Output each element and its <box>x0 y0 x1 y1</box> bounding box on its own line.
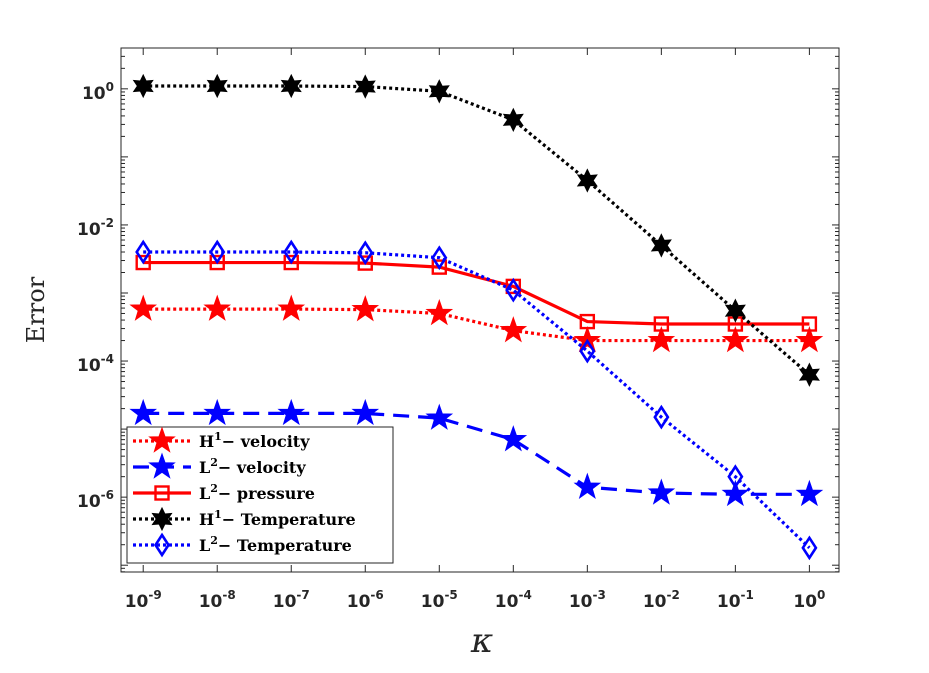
series-4-line <box>143 84 811 376</box>
series-2-point-6 <box>573 472 602 499</box>
x-tick-label-2: 10-7 <box>273 588 310 612</box>
series-4-point-8 <box>724 298 746 323</box>
series-2 <box>129 398 824 507</box>
y-tick-label-2: 10-4 <box>77 352 114 376</box>
series-5 <box>135 239 818 561</box>
legend-marker-1 <box>148 426 176 453</box>
legend-marker-5 <box>153 532 171 558</box>
series-3-point-9 <box>801 316 818 332</box>
series-5-point-5 <box>505 277 522 303</box>
series-1-point-5 <box>499 316 528 343</box>
x-tick-label-1: 10-8 <box>199 588 236 612</box>
legend-entry-3: L2− pressure <box>199 482 315 503</box>
series-5-line <box>143 250 811 549</box>
series-4-point-5 <box>502 107 524 133</box>
x-tick-label-8: 10-1 <box>717 588 754 612</box>
series-3-line <box>143 260 810 326</box>
legend-entry-1: H1− velocity <box>199 430 310 451</box>
series-1-point-9 <box>795 326 824 353</box>
series-3-point-7 <box>653 316 670 332</box>
series-1-point-8 <box>721 326 750 353</box>
series-4-point-3 <box>354 74 376 99</box>
series-layer <box>129 73 824 561</box>
legend-marker-4 <box>151 506 173 532</box>
series-5-point-2 <box>283 239 300 265</box>
x-tick-label-5: 10-4 <box>495 588 532 612</box>
x-tick-label-0: 10-9 <box>125 588 162 612</box>
series-1-point-7 <box>647 326 676 353</box>
series-4-point-7 <box>650 233 672 258</box>
x-tick-label-9: 100 <box>793 588 825 612</box>
series-5-point-3 <box>357 240 374 266</box>
x-tick-label-3: 10-6 <box>347 588 384 612</box>
series-1-point-3 <box>351 295 380 322</box>
series-3 <box>135 254 818 332</box>
y-axis-label: Error <box>22 276 50 343</box>
series-2-point-7 <box>647 478 676 505</box>
axis-ticks <box>121 48 839 573</box>
series-3-point-2 <box>283 254 299 271</box>
y-tick-label-1: 10-2 <box>77 216 114 240</box>
series-5-point-9 <box>801 535 818 561</box>
series-3-point-3 <box>357 255 373 271</box>
y-tick-labels: 100 10-2 10-4 10-6 <box>77 80 114 512</box>
series-2-point-4 <box>425 403 454 430</box>
series-1 <box>129 294 824 353</box>
legend-entry-2: L2− velocity <box>199 456 306 477</box>
x-tick-labels: 10-9 10-8 10-7 10-6 10-5 10-4 10-3 10-2 10-1 100 <box>125 588 826 612</box>
series-2-point-2 <box>277 398 306 426</box>
x-tick-label-6: 10-3 <box>569 588 606 612</box>
series-4-point-6 <box>576 168 598 193</box>
series-5-point-0 <box>135 239 152 265</box>
series-5-point-4 <box>431 245 448 271</box>
series-5-point-1 <box>209 239 226 265</box>
x-tick-label-4: 10-5 <box>421 588 458 612</box>
series-3-point-6 <box>579 313 596 330</box>
series-1-point-2 <box>277 294 306 321</box>
series-1-point-0 <box>129 294 158 321</box>
legend-entry-5: L2− Temperature <box>199 534 352 555</box>
y-tick-label-3: 10-6 <box>77 488 114 512</box>
series-1-point-4 <box>425 298 454 326</box>
series-3-point-4 <box>431 259 447 275</box>
series-4 <box>132 73 820 387</box>
legend: H1− velocity L2− velocity L2− pressure H1− … <box>126 426 394 564</box>
legend-box <box>126 426 394 564</box>
series-2-line <box>143 411 810 496</box>
series-3-point-1 <box>209 254 225 271</box>
legend-entry-4: H1− Temperature <box>199 508 356 529</box>
x-tick-label-7: 10-2 <box>643 588 680 612</box>
series-4-point-1 <box>206 73 228 99</box>
series-5-point-6 <box>579 338 596 364</box>
series-3-point-0 <box>135 254 151 271</box>
series-5-point-8 <box>727 464 744 490</box>
x-axis-label: κ <box>470 621 493 661</box>
series-4-point-2 <box>280 73 302 99</box>
series-1-point-1 <box>203 294 232 321</box>
series-2-point-3 <box>351 398 380 426</box>
series-4-point-9 <box>798 362 820 387</box>
series-2-point-8 <box>721 479 750 507</box>
legend-marker-2 <box>148 452 176 479</box>
series-4-point-0 <box>132 73 154 99</box>
y-tick-label-0: 100 <box>82 80 114 104</box>
series-5-point-7 <box>653 404 670 430</box>
series-4-point-4 <box>428 79 450 104</box>
series-2-point-5 <box>499 425 528 452</box>
legend-marker-3 <box>154 485 170 501</box>
series-2-point-9 <box>795 479 824 507</box>
series-2-point-1 <box>203 398 232 426</box>
series-2-point-0 <box>129 398 158 426</box>
